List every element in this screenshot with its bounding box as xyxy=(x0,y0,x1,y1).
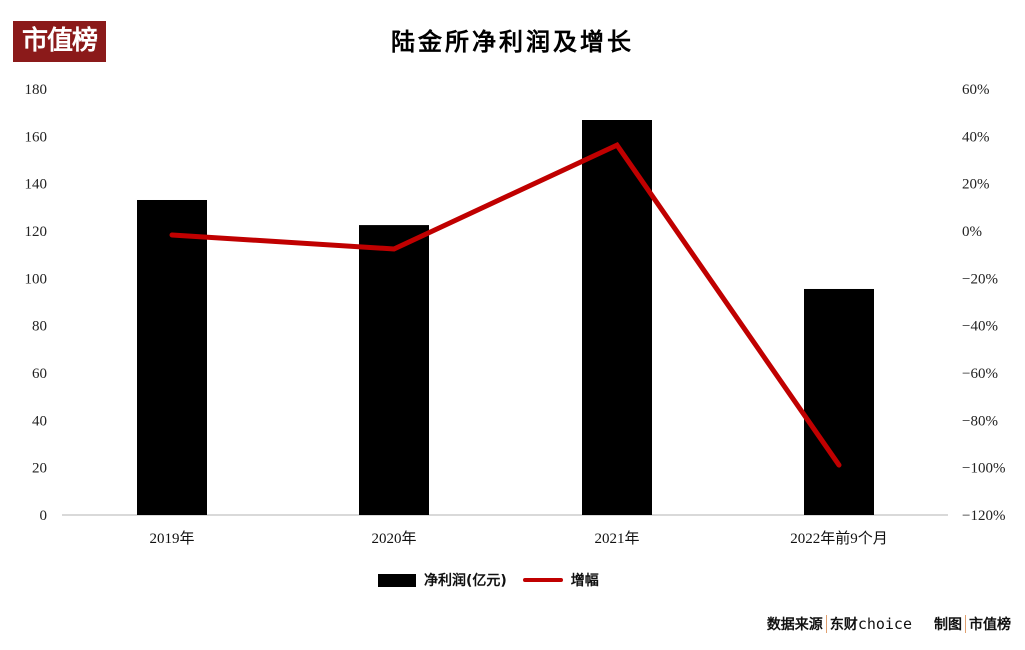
left-axis-tick: 20 xyxy=(32,461,47,477)
left-axis-tick: 60 xyxy=(32,366,47,382)
made-by: 市值榜 xyxy=(969,617,1011,633)
brand-logo: 市值榜 xyxy=(13,21,106,62)
bar xyxy=(582,120,652,516)
x-axis-tick: 2019年 xyxy=(149,530,194,547)
divider xyxy=(965,615,966,633)
right-axis-ticks: −120% −100% −80% −60% −40% −20% 0% 20% 40% 60% xyxy=(962,82,1005,524)
bar xyxy=(137,199,207,515)
growth-line-series xyxy=(169,141,842,468)
right-axis-tick: −60% xyxy=(962,366,998,382)
bar xyxy=(359,225,429,516)
right-axis-tick: 40% xyxy=(962,129,990,145)
right-axis-tick: −20% xyxy=(962,271,998,287)
left-axis-tick: 160 xyxy=(25,129,48,145)
right-axis-tick: −120% xyxy=(962,508,1005,524)
right-axis-tick: −80% xyxy=(962,413,998,429)
bar xyxy=(804,288,874,515)
x-axis-ticks: 2019年 2020年 2021年 2022年前9个月 xyxy=(149,530,887,547)
right-axis-tick: −40% xyxy=(962,319,998,335)
x-axis-tick: 2021年 xyxy=(594,530,639,547)
divider xyxy=(825,615,827,633)
chart-title: 陆金所净利润及增长 xyxy=(391,28,634,56)
right-axis-tick: 0% xyxy=(962,224,982,240)
legend-line-label: 增幅 xyxy=(570,573,599,589)
legend-bar-swatch xyxy=(378,573,416,587)
right-axis-tick: −100% xyxy=(962,461,1005,477)
source-name-cn: 东财 xyxy=(829,617,858,633)
left-axis-tick: 100 xyxy=(25,271,48,287)
left-axis-tick: 180 xyxy=(25,82,48,98)
legend: 净利润(亿元) 增幅 xyxy=(378,570,599,590)
x-axis-tick: 2022年前9个月 xyxy=(790,530,888,547)
made-label: 制图 xyxy=(934,617,962,633)
source-name-en: choice xyxy=(857,615,912,633)
legend-line-swatch xyxy=(522,578,563,582)
legend-bar-label: 净利润(亿元) xyxy=(424,573,507,589)
x-axis-tick: 2020年 xyxy=(371,530,416,547)
bar-series xyxy=(137,120,874,516)
source-label: 数据来源 xyxy=(766,617,823,633)
right-axis-tick: 20% xyxy=(962,177,990,193)
left-axis-tick: 140 xyxy=(25,177,48,193)
left-axis-tick: 0 xyxy=(40,508,48,524)
left-axis-tick: 40 xyxy=(32,413,47,429)
left-axis-tick: 80 xyxy=(32,319,47,335)
left-axis-ticks: 0 20 40 60 80 100 120 140 160 180 xyxy=(25,82,48,524)
right-axis-tick: 60% xyxy=(962,82,990,98)
source-footer: 数据来源 东财 choice 制图 市值榜 xyxy=(767,614,1011,634)
left-axis-tick: 120 xyxy=(25,224,48,240)
